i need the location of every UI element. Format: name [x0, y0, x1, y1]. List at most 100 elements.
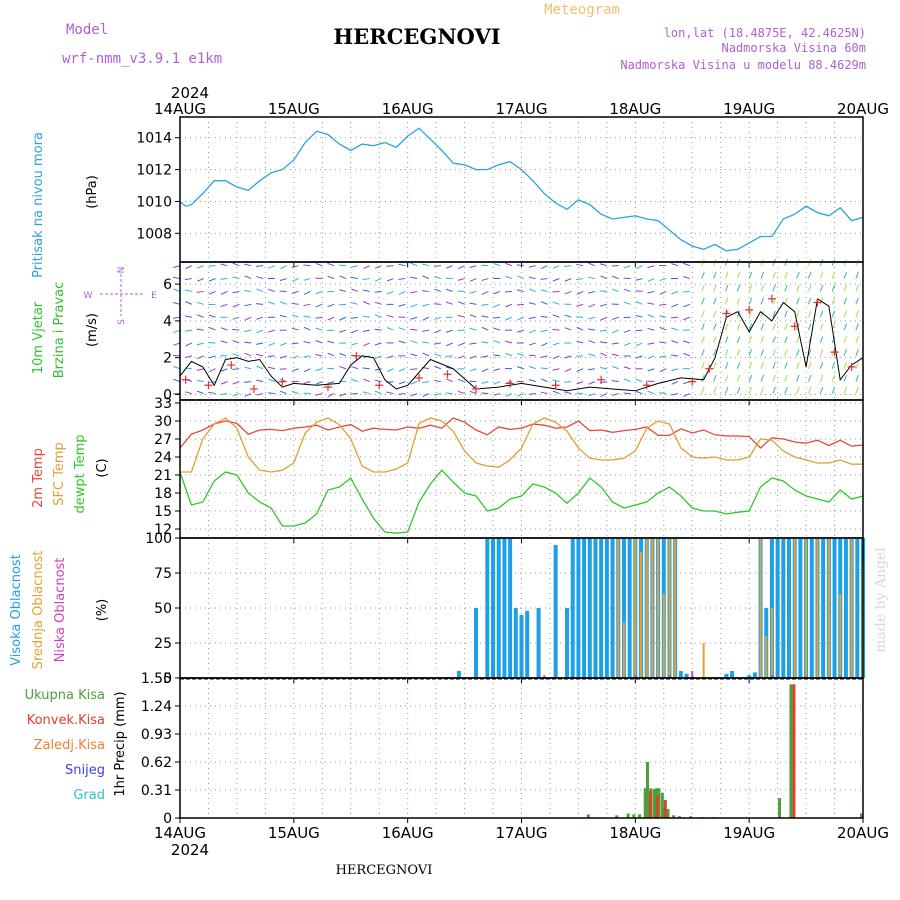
wind-barb	[469, 265, 477, 268]
y-tick-label: 33	[154, 396, 172, 412]
wind-barb	[232, 393, 240, 397]
cloud-high-bar	[684, 673, 689, 678]
wind-title: 10m Vjetar	[31, 301, 46, 374]
date-label-bottom: 15AUG	[268, 824, 320, 842]
wind-barb	[457, 301, 465, 305]
wind-barb	[772, 374, 776, 382]
wind-barb	[588, 353, 596, 357]
precip-unit: 1hr Precip (mm)	[113, 691, 128, 796]
wind-barb	[291, 265, 299, 268]
wind-barb	[713, 362, 717, 369]
wind-barb	[339, 353, 347, 357]
cloud-low-bar	[839, 675, 842, 678]
wind-barb	[671, 303, 679, 308]
wind-barb	[493, 393, 501, 396]
model-label: Model	[66, 22, 108, 38]
wind-barb	[374, 342, 382, 346]
cloud-high-bar	[553, 545, 558, 678]
wind-barb	[327, 316, 335, 321]
wind-barb	[493, 263, 501, 267]
wind-barb	[196, 342, 204, 346]
wind-barb	[623, 265, 631, 269]
wind-barb	[303, 315, 311, 318]
wind-barb	[736, 336, 741, 344]
wind-barb	[796, 386, 800, 394]
wind-barb	[623, 342, 631, 347]
cloud-high-bar	[798, 538, 803, 678]
wind-barb	[244, 263, 252, 267]
cloud-mid-bar	[617, 538, 620, 678]
wind-barb	[422, 275, 430, 280]
wind-barb	[184, 315, 192, 318]
wind-barb	[458, 265, 465, 270]
wind-barb	[819, 271, 824, 279]
wind-barb	[659, 278, 667, 282]
wind-barb	[796, 284, 800, 292]
wind-barb	[772, 336, 776, 344]
wind-barb	[398, 368, 406, 372]
wind-barb	[600, 316, 608, 321]
wind-barb	[599, 341, 607, 344]
wind-barb	[362, 289, 370, 292]
wind-barb	[647, 302, 655, 305]
date-label-top: 14AUG	[154, 100, 206, 118]
wind-barb	[363, 301, 370, 305]
wind-barb	[481, 381, 489, 384]
wind-barb	[576, 290, 584, 295]
wind-barb	[855, 386, 859, 394]
wind-barb	[197, 278, 204, 282]
cloud-high-bar	[627, 538, 632, 678]
wind-barb	[659, 368, 667, 373]
wind-barb	[701, 336, 705, 344]
wind-barb	[796, 362, 800, 369]
wind-barb	[819, 284, 824, 292]
wind-barb	[588, 290, 596, 294]
wind-barb	[339, 275, 347, 280]
wind-barb	[600, 275, 608, 280]
wind-barb	[350, 265, 358, 268]
wind-barb	[552, 301, 560, 305]
wind-barb	[244, 329, 252, 333]
wind-barb	[291, 278, 299, 282]
wind-barb	[564, 314, 572, 318]
wind-barb	[267, 392, 275, 395]
wind-barb	[855, 374, 859, 382]
wind-barb	[362, 278, 370, 281]
wind-barb	[713, 374, 717, 382]
wind-barb	[736, 284, 741, 292]
wind-barb	[831, 386, 836, 394]
wind-barb	[422, 316, 430, 321]
wind-barb	[713, 323, 717, 331]
wind-barb	[184, 289, 192, 292]
wind-barb	[220, 381, 228, 385]
wind-barb	[540, 329, 548, 333]
wind-barb	[338, 303, 347, 306]
wind-barb	[268, 301, 276, 305]
wind-barb	[351, 288, 359, 292]
wind-barb	[457, 314, 465, 318]
wind-barb	[683, 340, 691, 344]
wind-barb	[855, 336, 859, 344]
wind-barb	[398, 393, 406, 395]
wind-barb	[611, 379, 619, 383]
precip-total-bar	[632, 814, 636, 818]
wind-barb	[256, 288, 264, 292]
wind-barb	[647, 314, 655, 318]
wind-barb	[736, 297, 741, 305]
wind-barb	[736, 349, 741, 357]
wind-barb	[327, 303, 335, 308]
wind-barb	[564, 381, 572, 383]
wind-barb	[831, 284, 836, 292]
wind-barb	[469, 290, 477, 294]
wind-barb	[760, 284, 765, 292]
wind-barb	[599, 329, 607, 332]
wind-barb	[386, 368, 394, 373]
wind-barb	[232, 303, 240, 308]
wind-barb	[185, 342, 193, 347]
cloud-mid-bar	[634, 538, 637, 678]
y-tick-label: 2	[163, 351, 172, 367]
cloud-high-bar	[496, 538, 501, 678]
precip-total-bar	[789, 684, 793, 818]
wind-barb	[683, 276, 691, 280]
wind-barb	[855, 323, 859, 331]
